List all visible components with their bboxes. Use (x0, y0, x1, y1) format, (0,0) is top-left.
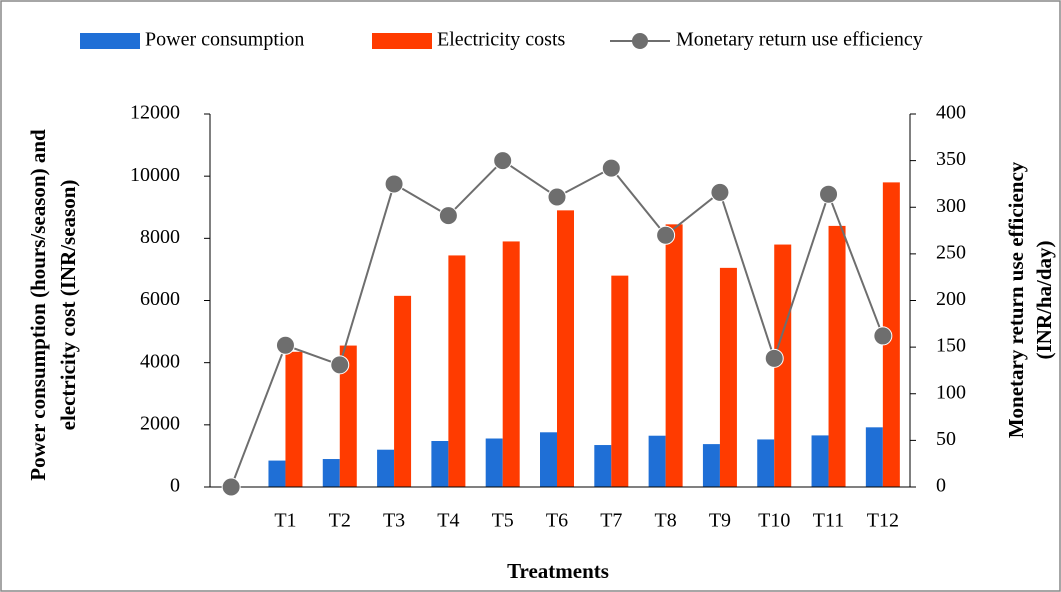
x-tick-label: T10 (758, 510, 790, 532)
marker (547, 187, 567, 207)
y-axis-title-line: electricity cost (INR/season) (56, 180, 80, 431)
bar (828, 225, 846, 487)
bar (557, 210, 574, 487)
marker (656, 225, 676, 245)
bar (811, 435, 829, 487)
x-tick-label: T1 (274, 510, 296, 532)
x-tick-label: T8 (655, 510, 677, 532)
y2-tick-label: 300 (936, 195, 966, 217)
y-tick-label: 0 (170, 475, 180, 497)
bar (268, 460, 286, 487)
bar (448, 255, 466, 487)
marker (221, 477, 241, 497)
bar (485, 438, 503, 487)
bar (394, 295, 412, 487)
y2-tick-label: 350 (936, 148, 966, 170)
y2-tick-label: 100 (936, 381, 966, 403)
legend-label: Power consumption (145, 29, 304, 51)
bar (285, 351, 303, 487)
x-tick-label: T7 (600, 510, 622, 532)
y2-tick-label: 50 (936, 428, 956, 450)
y2-tick-label: 150 (936, 335, 966, 357)
marker (275, 335, 295, 355)
marker (764, 348, 784, 368)
bar (757, 439, 775, 487)
x-tick-label: T2 (329, 510, 351, 532)
bar (540, 432, 557, 487)
marker (493, 151, 513, 171)
y2-axis-title: Monetary return use efficiency (INR/ha/d… (1004, 161, 1056, 438)
legend-swatch (372, 33, 432, 49)
marker (384, 174, 404, 194)
y2-tick-label: 200 (936, 288, 966, 310)
legend-label: Monetary return use efficiency (676, 29, 923, 51)
y-tick-label: 12000 (130, 102, 180, 124)
legend-marker (632, 33, 648, 49)
bar (702, 444, 720, 487)
legend-swatch (80, 33, 140, 49)
x-tick-label: T5 (492, 510, 514, 532)
marker (819, 184, 839, 204)
marker (438, 206, 458, 226)
x-tick-label: T12 (867, 510, 899, 532)
x-tick-label: T4 (437, 510, 459, 532)
y2-tick-label: 250 (936, 241, 966, 263)
bar (431, 440, 449, 487)
y-tick-label: 10000 (130, 164, 180, 186)
bar (648, 435, 666, 487)
bar (611, 275, 629, 487)
bar (594, 445, 612, 487)
bar (719, 267, 737, 487)
bar (377, 449, 395, 487)
bar (339, 345, 357, 487)
bar (774, 244, 792, 487)
y-tick-label: 6000 (140, 288, 180, 310)
marker (330, 355, 350, 375)
y2-tick-label: 0 (936, 475, 946, 497)
bar (322, 459, 340, 487)
y-tick-label: 2000 (140, 412, 180, 434)
x-tick-label: T6 (546, 510, 568, 532)
y-axis-title-line: Power consumption (hours/season) and (26, 129, 50, 481)
y2-tick-label: 400 (936, 102, 966, 124)
y2-axis-title-line: Monetary return use efficiency (1004, 161, 1028, 438)
bar (865, 427, 883, 487)
marker (873, 326, 893, 346)
x-axis-title: Treatments (507, 559, 609, 583)
y-tick-label: 8000 (140, 226, 180, 248)
x-tick-label: T11 (813, 510, 844, 532)
marker (601, 158, 621, 178)
marker (710, 182, 730, 202)
y2-axis-title-line: (INR/ha/day) (1032, 240, 1056, 359)
bar (665, 224, 683, 488)
legend-label: Electricity costs (437, 29, 566, 51)
y-axis-title: Power consumption (hours/season) and ele… (26, 129, 80, 481)
y-tick-label: 4000 (140, 350, 180, 372)
x-tick-label: T3 (383, 510, 405, 532)
x-tick-label: T9 (709, 510, 731, 532)
bar (502, 241, 520, 487)
